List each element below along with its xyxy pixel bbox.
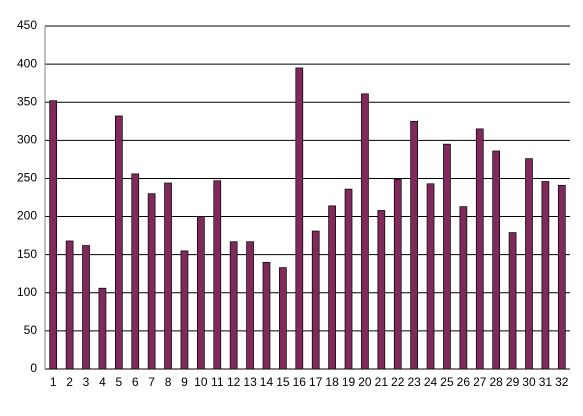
x-tick-label: 3 — [83, 375, 90, 389]
y-tick-label: 0 — [30, 361, 37, 375]
bar — [426, 183, 435, 370]
x-tick-label: 5 — [115, 375, 122, 389]
y-tick-label: 400 — [17, 56, 37, 70]
x-tick-label: 14 — [260, 375, 274, 389]
x-tick-label: 4 — [99, 375, 106, 389]
x-tick-label: 18 — [325, 375, 339, 389]
y-tick-label: 350 — [17, 94, 37, 108]
bar — [311, 230, 320, 370]
x-tick-label: 29 — [506, 375, 520, 389]
y-tick-label: 200 — [17, 209, 37, 223]
bar — [246, 241, 254, 370]
bar — [525, 158, 533, 370]
x-tick-label: 11 — [211, 375, 224, 389]
x-tick-label: 2 — [66, 375, 73, 389]
x-tick-label: 31 — [539, 375, 553, 389]
bar — [147, 193, 156, 370]
bar — [443, 143, 451, 370]
bar — [557, 184, 566, 370]
bar — [131, 173, 140, 370]
x-tick-label: 30 — [522, 375, 536, 389]
x-tick-label: 9 — [181, 375, 188, 389]
x-tick-label: 15 — [276, 375, 290, 389]
y-tick-label: 300 — [17, 133, 37, 147]
bar — [475, 128, 484, 370]
bar — [295, 67, 304, 370]
x-tick-label: 1 — [50, 375, 57, 389]
x-tick-label: 26 — [457, 375, 471, 389]
bar — [508, 232, 517, 370]
bar — [213, 180, 222, 370]
x-tick-label: 22 — [391, 375, 405, 389]
bar — [279, 267, 287, 370]
bar — [328, 205, 336, 370]
bar — [393, 178, 402, 370]
y-tick-label: 450 — [17, 18, 37, 32]
bar — [180, 250, 189, 370]
bar — [377, 210, 386, 370]
bar — [49, 100, 58, 370]
y-tick-label: 50 — [24, 323, 38, 337]
bar — [164, 182, 172, 370]
x-tick-label: 12 — [227, 375, 241, 389]
y-tick-label: 250 — [17, 171, 37, 185]
x-tick-label: 13 — [243, 375, 257, 389]
bar — [344, 188, 353, 370]
x-tick-label: 16 — [293, 375, 307, 389]
x-tick-label: 7 — [148, 375, 155, 389]
x-tick-label: 19 — [342, 375, 356, 389]
bar — [262, 261, 271, 370]
x-tick-label: 10 — [194, 375, 208, 389]
x-tick-label: 28 — [489, 375, 503, 389]
x-tick-label: 23 — [407, 375, 421, 389]
y-tick-label: 100 — [17, 285, 37, 299]
x-tick-label: 32 — [555, 375, 569, 389]
bar — [197, 216, 205, 370]
bar — [82, 245, 90, 370]
bar — [361, 93, 369, 370]
x-tick-label: 21 — [375, 375, 389, 389]
x-tick-label: 8 — [165, 375, 172, 389]
bar — [541, 181, 550, 370]
x-tick-label: 24 — [424, 375, 438, 389]
bar — [98, 287, 107, 370]
x-tick-label: 20 — [358, 375, 372, 389]
bar — [229, 241, 238, 370]
bar — [65, 240, 74, 370]
x-tick-label: 27 — [473, 375, 487, 389]
bar — [459, 206, 468, 370]
x-tick-label: 17 — [309, 375, 323, 389]
bar — [492, 150, 501, 370]
x-tick-label: 25 — [440, 375, 454, 389]
x-tick-label: 6 — [132, 375, 139, 389]
bar — [410, 120, 418, 370]
y-tick-label: 150 — [17, 247, 37, 261]
bar — [114, 115, 123, 370]
